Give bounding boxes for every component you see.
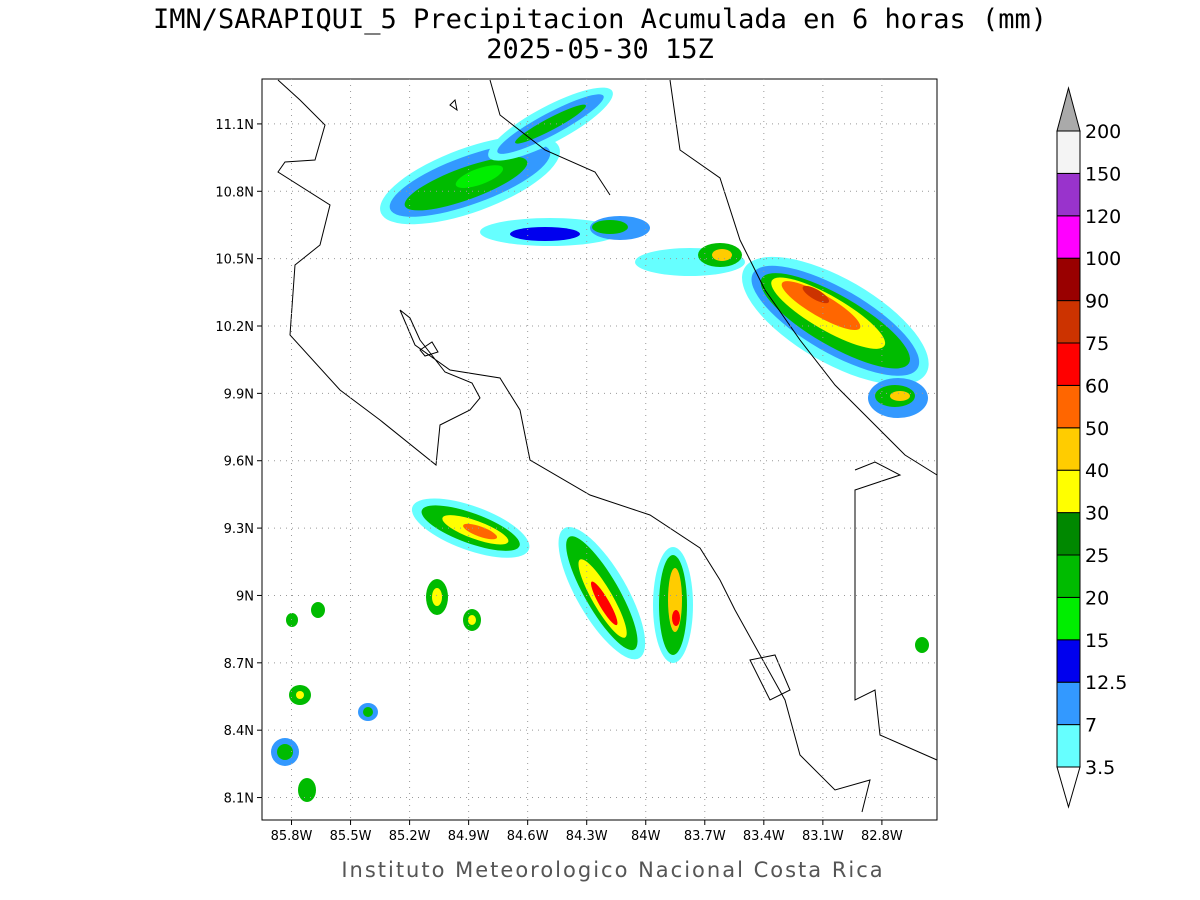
colorbar-box [1056, 427, 1081, 471]
colorbar-box [1056, 215, 1081, 259]
colorbar-label: 90 [1085, 291, 1109, 313]
colorbar-label: 20 [1085, 587, 1109, 609]
y-tick-label: 8.7N [224, 657, 254, 672]
colorbar-box [1056, 724, 1081, 768]
coastline [277, 79, 938, 813]
x-tick-label: 84.9W [448, 829, 490, 844]
colorbar-box [1056, 596, 1081, 641]
y-tick-label: 9.9N [224, 387, 254, 402]
colorbar-end [1056, 86, 1081, 132]
colorbar-box [1056, 639, 1081, 683]
footer: Instituto Meteorologico Nacional Costa R… [341, 858, 884, 882]
colorbar-box [1056, 130, 1081, 174]
x-tick-label: 83.7W [684, 829, 726, 844]
colorbar-box [1056, 469, 1081, 514]
map-frame [261, 78, 938, 821]
colorbar-box [1056, 681, 1081, 726]
colorbar-label: 7 [1085, 715, 1097, 737]
x-tick-label: 85.2W [389, 829, 431, 844]
y-tick-label: 10.2N [215, 320, 254, 335]
y-tick-label: 8.1N [224, 792, 254, 807]
colorbar-box [1056, 342, 1081, 386]
colorbar-box [1056, 300, 1081, 344]
x-tick-label: 83.4W [743, 829, 785, 844]
colorbar-end [1056, 766, 1081, 809]
colorbar-label: 50 [1085, 418, 1109, 440]
x-tick-label: 82.8W [861, 829, 903, 844]
colorbar-label: 100 [1085, 248, 1121, 270]
colorbar-label: 200 [1085, 121, 1121, 143]
colorbar-label: 3.5 [1085, 757, 1115, 779]
x-tick-label: 84W [631, 829, 661, 844]
x-tick-label: 83.1W [802, 829, 844, 844]
colorbar-box [1056, 384, 1081, 429]
colorbar-label: 75 [1085, 333, 1109, 355]
y-tick-label: 11.1N [215, 118, 254, 133]
subtitle: 2025-05-30 15Z [486, 34, 714, 65]
colorbar-label: 30 [1085, 503, 1109, 525]
x-tick-label: 84.3W [566, 829, 608, 844]
colorbar-box [1056, 172, 1081, 217]
colorbar-label: 12.5 [1085, 672, 1127, 694]
colorbar-box [1056, 257, 1081, 302]
y-tick-label: 9N [236, 589, 254, 604]
colorbar-label: 15 [1085, 630, 1109, 652]
y-tick-label: 9.6N [224, 455, 254, 470]
y-tick-label: 10.5N [215, 253, 254, 268]
colorbar-label: 150 [1085, 163, 1121, 185]
title: IMN/SARAPIQUI_5 Precipitacion Acumulada … [153, 4, 1047, 35]
colorbar-label: 40 [1085, 460, 1109, 482]
colorbar-label: 120 [1085, 206, 1121, 228]
x-tick-label: 85.5W [330, 829, 372, 844]
colorbar-box [1056, 554, 1081, 598]
y-tick-label: 10.8N [215, 185, 254, 200]
colorbar-label: 25 [1085, 545, 1109, 567]
colorbar-box [1056, 512, 1081, 556]
y-tick-label: 9.3N [224, 522, 254, 537]
colorbar-label: 60 [1085, 375, 1109, 397]
precipitation [271, 87, 929, 802]
x-tick-label: 84.6W [507, 829, 549, 844]
y-tick-label: 8.4N [224, 724, 254, 739]
x-tick-label: 85.8W [271, 829, 313, 844]
